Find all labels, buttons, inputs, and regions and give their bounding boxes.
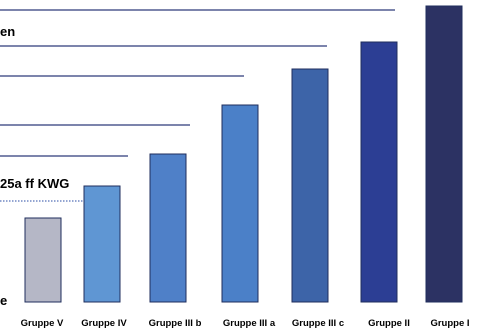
- category-label-gruppe-i: Gruppe I: [430, 318, 469, 329]
- category-label-gruppe-v: Gruppe V: [21, 318, 64, 329]
- reference-lines: [0, 9, 395, 157]
- bar-gruppe-ii: [360, 41, 398, 303]
- annotation-kwg-fragment: 25a ff KWG: [0, 176, 69, 191]
- annotation-bottom-fragment: e: [0, 293, 7, 308]
- bar-gruppe-iii-a: [221, 104, 259, 303]
- bars: [24, 5, 463, 303]
- category-label-gruppe-ii: Gruppe II: [368, 318, 410, 329]
- category-labels: Gruppe V Gruppe IV Gruppe III b Gruppe III …: [21, 318, 470, 329]
- bar-gruppe-iii-b: [149, 153, 187, 303]
- annotation-top-fragment: en: [0, 24, 15, 39]
- category-label-gruppe-iii-c: Gruppe III c: [292, 318, 344, 329]
- bar-gruppe-v: [24, 217, 62, 303]
- category-label-gruppe-iv: Gruppe IV: [81, 318, 127, 329]
- bar-gruppe-iii-c: [291, 68, 329, 303]
- bar-gruppe-iv: [83, 185, 121, 303]
- bar-gruppe-i: [425, 5, 463, 303]
- category-label-gruppe-iii-a: Gruppe III a: [223, 318, 276, 329]
- category-label-gruppe-iii-b: Gruppe III b: [149, 318, 202, 329]
